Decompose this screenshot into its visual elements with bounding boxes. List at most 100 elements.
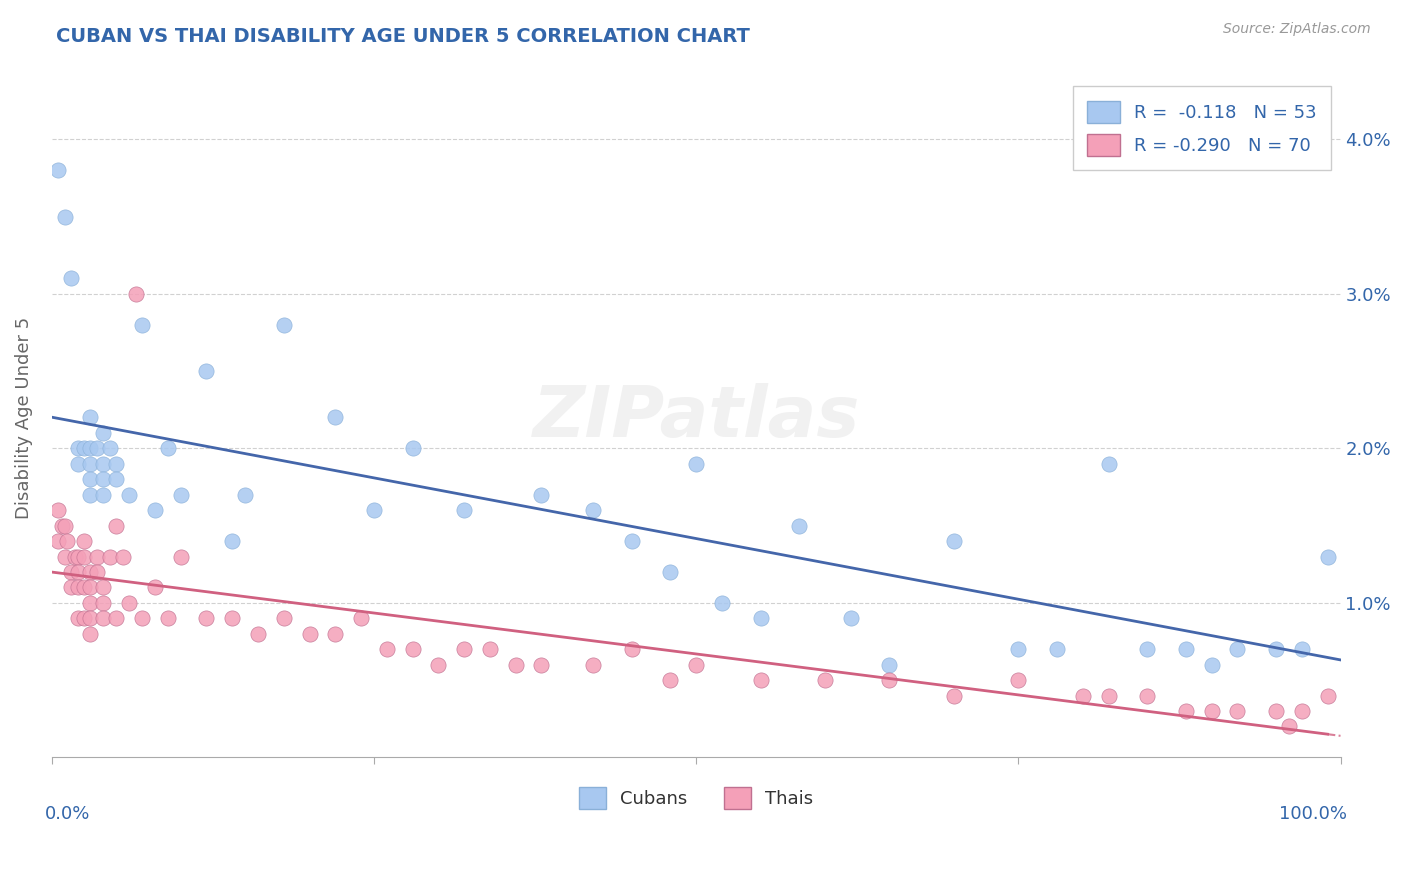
Point (105, 457, 128, 471)
Point (73, 611, 96, 625)
Point (1291, 704, 1313, 718)
Point (659, 565, 682, 579)
Y-axis label: Disability Age Under 5: Disability Age Under 5 (15, 317, 32, 518)
Point (749, 673, 772, 687)
Point (143, 581, 166, 595)
Point (749, 611, 772, 625)
Point (375, 642, 398, 657)
Point (273, 611, 295, 625)
Point (66, 457, 89, 471)
Point (363, 503, 385, 517)
Point (131, 318, 153, 332)
Point (195, 611, 218, 625)
Point (66, 549, 89, 564)
Point (401, 642, 423, 657)
Point (118, 488, 141, 502)
Point (79, 611, 101, 625)
Point (323, 410, 346, 425)
Point (86, 549, 108, 564)
Point (105, 518, 128, 533)
Point (1291, 642, 1313, 657)
Point (86, 565, 108, 579)
Point (79, 596, 101, 610)
Point (66, 565, 89, 579)
Point (91, 425, 114, 440)
Point (91, 596, 114, 610)
Point (350, 611, 373, 625)
Point (1201, 657, 1223, 672)
Point (323, 627, 346, 641)
Text: 100.0%: 100.0% (1279, 805, 1347, 823)
Point (1316, 689, 1339, 703)
Point (453, 642, 475, 657)
Point (46, 503, 69, 517)
Point (685, 657, 707, 672)
Point (221, 534, 243, 549)
Point (66, 442, 89, 456)
Point (73, 549, 96, 564)
Point (233, 488, 256, 502)
Point (942, 534, 965, 549)
Point (582, 657, 605, 672)
Point (53, 210, 76, 224)
Point (1046, 642, 1069, 657)
Point (1136, 642, 1159, 657)
Point (131, 611, 153, 625)
Point (1278, 719, 1301, 733)
Point (118, 596, 141, 610)
Text: Source: ZipAtlas.com: Source: ZipAtlas.com (1223, 22, 1371, 37)
Point (79, 581, 101, 595)
Point (169, 549, 191, 564)
Point (156, 611, 179, 625)
Point (246, 627, 269, 641)
Point (814, 673, 837, 687)
Point (79, 410, 101, 425)
Point (73, 442, 96, 456)
Point (620, 642, 643, 657)
Point (530, 488, 553, 502)
Point (91, 472, 114, 486)
Point (91, 611, 114, 625)
Point (53, 549, 76, 564)
Point (86, 442, 108, 456)
Text: ZIPatlas: ZIPatlas (533, 383, 860, 452)
Point (1226, 642, 1249, 657)
Point (73, 581, 96, 595)
Point (505, 657, 527, 672)
Point (879, 673, 901, 687)
Point (63, 549, 86, 564)
Point (478, 642, 501, 657)
Point (46, 534, 69, 549)
Point (111, 549, 134, 564)
Point (1316, 549, 1339, 564)
Point (169, 488, 191, 502)
Point (91, 581, 114, 595)
Point (79, 488, 101, 502)
Point (124, 286, 146, 301)
Point (79, 565, 101, 579)
Point (1007, 673, 1029, 687)
Point (73, 534, 96, 549)
Point (98, 549, 121, 564)
Point (582, 503, 605, 517)
Point (66, 581, 89, 595)
Point (98, 442, 121, 456)
Point (143, 503, 166, 517)
Point (79, 627, 101, 641)
Text: CUBAN VS THAI DISABILITY AGE UNDER 5 CORRELATION CHART: CUBAN VS THAI DISABILITY AGE UNDER 5 COR… (56, 27, 751, 45)
Point (221, 611, 243, 625)
Point (46, 163, 69, 178)
Legend: R =  -0.118   N = 53, R = -0.290   N = 70: R = -0.118 N = 53, R = -0.290 N = 70 (1073, 87, 1331, 170)
Point (942, 689, 965, 703)
Point (530, 657, 553, 672)
Point (1265, 704, 1288, 718)
Point (195, 364, 218, 378)
Point (1265, 642, 1288, 657)
Point (60, 271, 83, 285)
Point (1071, 689, 1094, 703)
Point (105, 611, 128, 625)
Point (1174, 704, 1197, 718)
Point (1136, 689, 1159, 703)
Point (51, 518, 73, 533)
Point (91, 488, 114, 502)
